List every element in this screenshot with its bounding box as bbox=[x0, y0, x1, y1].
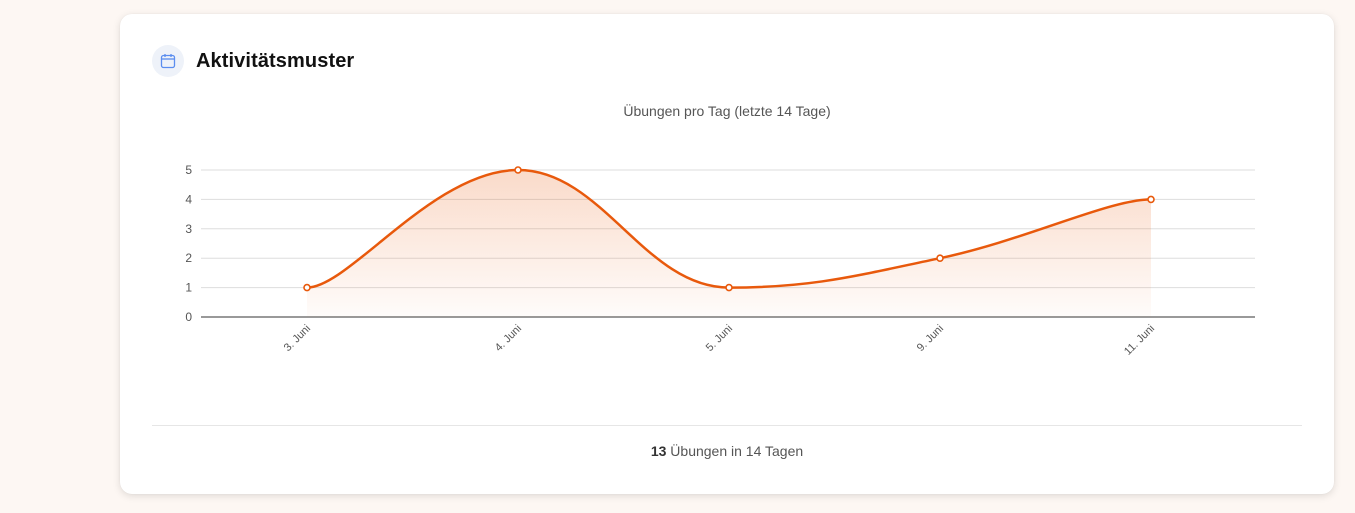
y-tick-label: 4 bbox=[185, 192, 192, 206]
data-point[interactable] bbox=[1147, 195, 1155, 204]
activity-chart: Übungen pro Tag (letzte 14 Tage) 012345 … bbox=[185, 102, 1255, 358]
summary-text: 13 Übungen in 14 Tagen bbox=[120, 443, 1334, 459]
activity-card: Aktivitätsmuster Übungen pro Tag (letzte… bbox=[120, 14, 1334, 494]
y-tick-label: 1 bbox=[185, 281, 192, 295]
x-tick-label: 4. Juni bbox=[493, 323, 524, 354]
x-tick-label: 11. Juni bbox=[1122, 323, 1157, 358]
divider bbox=[152, 425, 1302, 426]
x-tick-label: 3. Juni bbox=[282, 323, 313, 354]
series-line bbox=[305, 168, 1153, 289]
series-area bbox=[307, 170, 1151, 317]
summary-label: Übungen in 14 Tagen bbox=[666, 443, 804, 459]
y-tick-label: 0 bbox=[185, 310, 192, 324]
data-point[interactable] bbox=[725, 283, 733, 292]
x-tick-label: 9. Juni bbox=[915, 323, 946, 354]
card-title: Aktivitätsmuster bbox=[196, 49, 355, 72]
y-tick-label: 5 bbox=[185, 163, 192, 177]
data-point[interactable] bbox=[514, 166, 522, 174]
data-point[interactable] bbox=[303, 283, 311, 292]
x-tick-label: 5. Juni bbox=[704, 323, 735, 354]
summary-count: 13 bbox=[650, 443, 667, 459]
data-point[interactable] bbox=[936, 254, 944, 262]
calendar-icon bbox=[152, 45, 184, 77]
y-tick-label: 3 bbox=[185, 222, 192, 236]
card-header: Aktivitätsmuster bbox=[152, 45, 354, 77]
y-tick-label: 2 bbox=[185, 251, 192, 265]
chart-title: Übungen pro Tag (letzte 14 Tage) bbox=[623, 102, 830, 119]
